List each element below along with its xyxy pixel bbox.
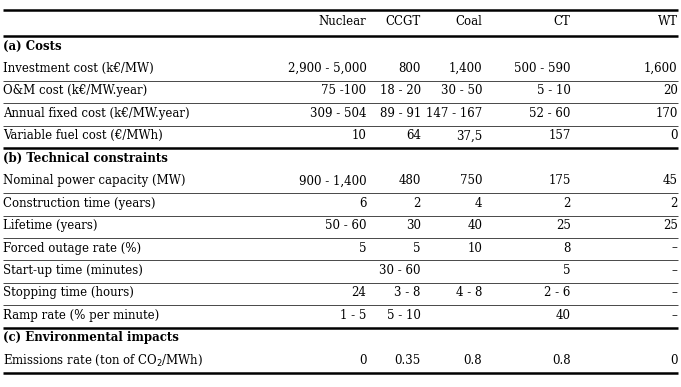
Text: Stopping time (hours): Stopping time (hours) [3, 286, 134, 300]
Text: Start-up time (minutes): Start-up time (minutes) [3, 264, 143, 277]
Text: 0.8: 0.8 [464, 354, 482, 367]
Text: (a) Costs: (a) Costs [3, 39, 62, 53]
Text: 6: 6 [359, 197, 366, 210]
Text: Lifetime (years): Lifetime (years) [3, 219, 98, 232]
Text: (b) Technical constraints: (b) Technical constraints [3, 152, 168, 165]
Text: 1,600: 1,600 [644, 62, 678, 75]
Text: 0: 0 [670, 129, 678, 142]
Text: Nuclear: Nuclear [319, 15, 366, 28]
Text: 3 - 8: 3 - 8 [394, 286, 421, 300]
Text: 89 - 91: 89 - 91 [379, 107, 421, 120]
Text: Coal: Coal [456, 15, 482, 28]
Text: 0: 0 [359, 354, 366, 367]
Text: WT: WT [658, 15, 678, 28]
Text: 25: 25 [663, 219, 678, 232]
Text: 50 - 60: 50 - 60 [325, 219, 366, 232]
Text: 4 - 8: 4 - 8 [456, 286, 482, 300]
Text: 1,400: 1,400 [449, 62, 482, 75]
Text: 5 - 10: 5 - 10 [387, 309, 421, 322]
Text: 64: 64 [406, 129, 421, 142]
Text: 40: 40 [556, 309, 571, 322]
Text: 75 -100: 75 -100 [321, 84, 366, 98]
Text: –: – [671, 264, 678, 277]
Text: (c) Environmental impacts: (c) Environmental impacts [3, 331, 179, 344]
Text: 20: 20 [663, 84, 678, 98]
Text: Nominal power capacity (MW): Nominal power capacity (MW) [3, 174, 186, 187]
Text: 5: 5 [563, 264, 571, 277]
Text: Annual fixed cost (k€/MW.year): Annual fixed cost (k€/MW.year) [3, 107, 190, 120]
Text: 24: 24 [351, 286, 366, 300]
Text: 4: 4 [475, 197, 482, 210]
Text: Investment cost (k€/MW): Investment cost (k€/MW) [3, 62, 154, 75]
Text: 0.8: 0.8 [552, 354, 571, 367]
Text: 900 - 1,400: 900 - 1,400 [299, 174, 366, 187]
Text: 5 - 10: 5 - 10 [537, 84, 571, 98]
Text: 500 - 590: 500 - 590 [514, 62, 571, 75]
Text: 8: 8 [563, 241, 571, 255]
Text: 157: 157 [548, 129, 571, 142]
Text: 175: 175 [548, 174, 571, 187]
Text: 30 - 50: 30 - 50 [441, 84, 482, 98]
Text: 480: 480 [398, 174, 421, 187]
Text: 2: 2 [563, 197, 571, 210]
Text: 37,5: 37,5 [456, 129, 482, 142]
Text: 10: 10 [351, 129, 366, 142]
Text: 18 - 20: 18 - 20 [380, 84, 421, 98]
Text: 170: 170 [655, 107, 678, 120]
Text: Ramp rate (% per minute): Ramp rate (% per minute) [3, 309, 159, 322]
Text: 800: 800 [398, 62, 421, 75]
Text: 309 - 504: 309 - 504 [310, 107, 366, 120]
Text: 25: 25 [556, 219, 571, 232]
Text: 45: 45 [663, 174, 678, 187]
Text: CCGT: CCGT [385, 15, 421, 28]
Text: 2: 2 [670, 197, 678, 210]
Text: Emissions rate (ton of CO$_2$/MWh): Emissions rate (ton of CO$_2$/MWh) [3, 353, 204, 368]
Text: Variable fuel cost (€/MWh): Variable fuel cost (€/MWh) [3, 129, 163, 142]
Text: 2: 2 [413, 197, 421, 210]
Text: 10: 10 [467, 241, 482, 255]
Text: Construction time (years): Construction time (years) [3, 197, 156, 210]
Text: 30 - 60: 30 - 60 [379, 264, 421, 277]
Text: 0.35: 0.35 [394, 354, 421, 367]
Text: 2 - 6: 2 - 6 [544, 286, 571, 300]
Text: O&M cost (k€/MW.year): O&M cost (k€/MW.year) [3, 84, 148, 98]
Text: 30: 30 [406, 219, 421, 232]
Text: Forced outage rate (%): Forced outage rate (%) [3, 241, 142, 255]
Text: 0: 0 [670, 354, 678, 367]
Text: 5: 5 [359, 241, 366, 255]
Text: 5: 5 [413, 241, 421, 255]
Text: –: – [671, 286, 678, 300]
Text: –: – [671, 241, 678, 255]
Text: 147 - 167: 147 - 167 [426, 107, 482, 120]
Text: CT: CT [554, 15, 571, 28]
Text: 40: 40 [467, 219, 482, 232]
Text: 750: 750 [460, 174, 482, 187]
Text: –: – [671, 309, 678, 322]
Text: 52 - 60: 52 - 60 [529, 107, 571, 120]
Text: 2,900 - 5,000: 2,900 - 5,000 [287, 62, 366, 75]
Text: 1 - 5: 1 - 5 [340, 309, 366, 322]
